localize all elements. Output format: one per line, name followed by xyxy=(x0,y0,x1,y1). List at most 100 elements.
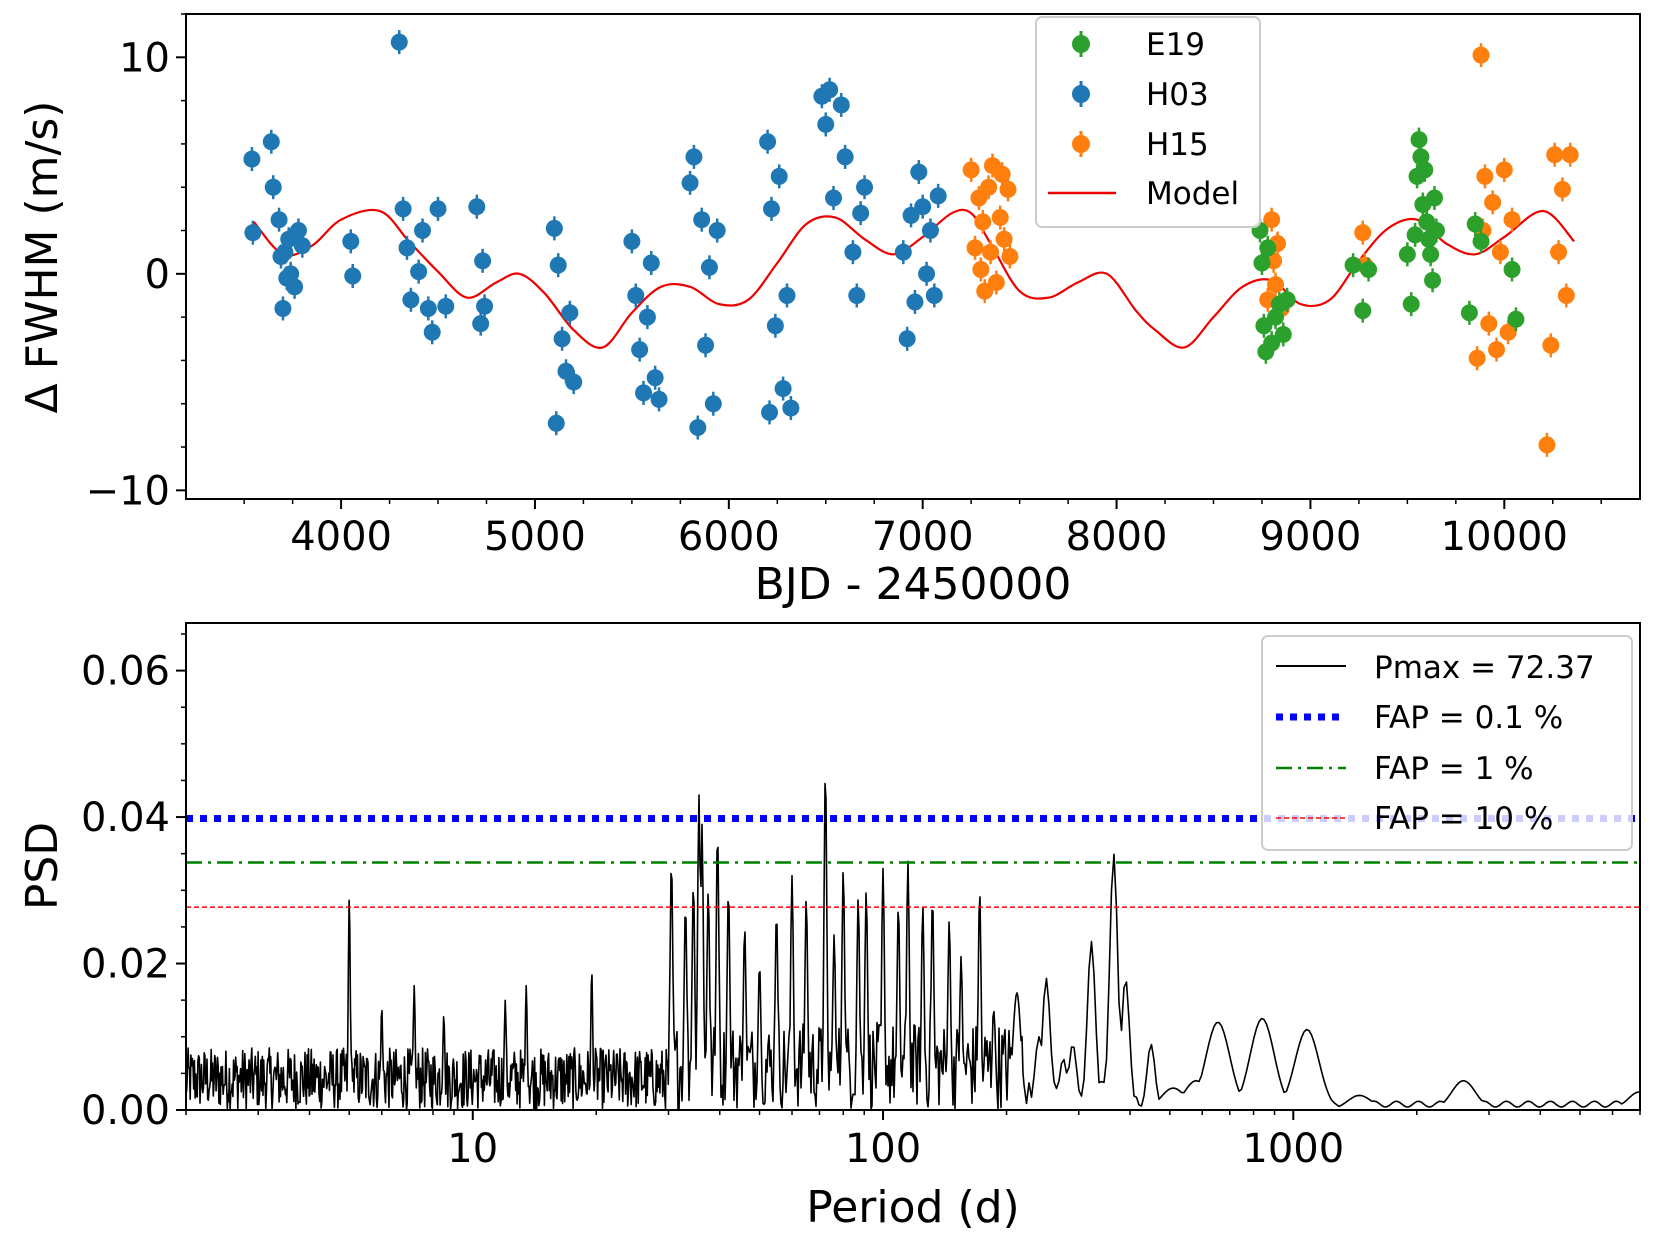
data-point-h03 xyxy=(274,296,292,321)
data-point-h15 xyxy=(1472,43,1490,68)
legend-marker-e19 xyxy=(1072,31,1090,57)
data-point-h03 xyxy=(547,411,565,436)
data-point-h03 xyxy=(825,186,843,211)
legend-label-e19: E19 xyxy=(1146,27,1205,63)
data-point-h15 xyxy=(1476,164,1494,189)
bottom-x-tick-label: 100 xyxy=(845,1126,921,1172)
data-point-e19 xyxy=(1416,157,1434,182)
data-point-h03 xyxy=(685,144,703,169)
top-x-tick-label: 10000 xyxy=(1441,514,1568,560)
data-point-h15 xyxy=(970,186,988,211)
data-point-e19 xyxy=(1398,242,1416,267)
data-point-h03 xyxy=(394,196,412,221)
legend-label-fap-10: FAP = 10 % xyxy=(1374,801,1553,837)
data-point-h03 xyxy=(708,218,726,243)
top-panel-rv-fwhm: 4000 5000 6000 7000 8000 9000 10000 −10 0 10 BJD… xyxy=(17,13,1641,610)
data-point-h03 xyxy=(650,387,668,412)
data-point-h03 xyxy=(472,311,490,336)
top-y-axis-title: Δ FWHM (m/s) xyxy=(17,101,68,414)
legend-marker-h03 xyxy=(1072,81,1090,107)
data-point-h03 xyxy=(262,129,280,154)
data-point-h03 xyxy=(344,263,362,288)
data-point-h03 xyxy=(646,365,664,390)
data-point-h03 xyxy=(402,287,420,312)
data-point-h03 xyxy=(704,391,722,416)
data-point-h15 xyxy=(972,257,990,282)
data-point-h03 xyxy=(832,92,850,117)
data-point-e19 xyxy=(1503,257,1521,282)
data-point-h03 xyxy=(419,296,437,321)
bottom-x-axis: 10 100 1000 xyxy=(185,1110,1641,1172)
model-curve-layer xyxy=(253,208,1575,349)
data-point-h15 xyxy=(974,209,992,234)
data-point-h03 xyxy=(468,194,486,219)
data-point-h15 xyxy=(1503,207,1521,232)
data-point-e19 xyxy=(1427,218,1445,243)
top-plot-frame xyxy=(185,13,1641,500)
data-point-h03 xyxy=(627,283,645,308)
data-point-h03 xyxy=(243,147,261,172)
bottom-plot-frame xyxy=(185,622,1641,1111)
data-point-h15 xyxy=(1484,190,1502,215)
data-point-h15 xyxy=(987,270,1005,295)
top-x-axis: 4000 5000 6000 7000 8000 9000 10000 xyxy=(243,499,1602,560)
data-point-h03 xyxy=(565,370,583,395)
data-point-h15 xyxy=(1561,142,1579,167)
data-point-h03 xyxy=(910,160,928,185)
data-point-h03 xyxy=(561,300,579,325)
data-point-h03 xyxy=(423,320,441,345)
top-x-tick-label: 9000 xyxy=(1260,514,1362,560)
data-point-h03 xyxy=(844,240,862,265)
data-point-h03 xyxy=(631,337,649,362)
data-point-h03 xyxy=(553,326,571,351)
data-point-e19 xyxy=(1406,222,1424,247)
data-point-h03 xyxy=(642,250,660,275)
data-point-h03 xyxy=(766,313,784,338)
data-point-h15 xyxy=(980,175,998,200)
data-point-h03 xyxy=(390,30,408,55)
data-point-h15 xyxy=(962,157,980,182)
data-point-h03 xyxy=(770,164,788,189)
data-point-h03 xyxy=(244,220,262,245)
top-x-tick-label: 4000 xyxy=(290,514,392,560)
data-point-e19 xyxy=(1255,313,1273,338)
data-point-h03 xyxy=(700,255,718,280)
data-point-h03 xyxy=(681,170,699,195)
data-point-e19 xyxy=(1426,186,1444,211)
top-x-tick-label: 8000 xyxy=(1066,514,1168,560)
legend-label-h03: H03 xyxy=(1146,77,1209,113)
data-point-h15 xyxy=(1538,432,1556,457)
data-point-h03 xyxy=(638,305,656,330)
bottom-y-axis-title: PSD xyxy=(17,822,68,910)
bottom-y-tick-label: 0.06 xyxy=(81,649,170,695)
data-point-h15 xyxy=(1480,311,1498,336)
data-point-e19 xyxy=(1472,229,1490,254)
data-point-h15 xyxy=(995,227,1013,252)
data-point-h03 xyxy=(778,283,796,308)
data-point-e19 xyxy=(1424,268,1442,293)
legend-label-h15: H15 xyxy=(1146,127,1209,163)
legend-label-pmax: Pmax = 72.37 xyxy=(1374,650,1595,686)
top-y-tick-label: 0 xyxy=(145,252,170,298)
data-point-h03 xyxy=(782,396,800,421)
data-point-h03 xyxy=(906,289,924,314)
data-point-h03 xyxy=(398,235,416,260)
data-point-e19 xyxy=(1422,242,1440,267)
data-point-h15 xyxy=(993,162,1011,187)
data-point-h03 xyxy=(836,144,854,169)
data-point-h15 xyxy=(1495,157,1513,182)
data-point-h03 xyxy=(264,175,282,200)
data-point-h03 xyxy=(918,261,936,286)
data-point-e19 xyxy=(1263,331,1281,356)
data-point-h15 xyxy=(1550,240,1568,265)
bottom-legend: Pmax = 72.37 FAP = 0.1 % FAP = 1 % FAP =… xyxy=(1261,635,1633,851)
data-point-h03 xyxy=(774,376,792,401)
data-point-h15 xyxy=(976,279,994,304)
data-point-h03 xyxy=(821,77,839,102)
psd-curve-layer xyxy=(186,782,1640,1110)
data-point-e19 xyxy=(1507,307,1525,332)
data-point-e19 xyxy=(1278,287,1296,312)
top-x-tick-label: 7000 xyxy=(872,514,974,560)
data-point-h03 xyxy=(759,129,777,154)
